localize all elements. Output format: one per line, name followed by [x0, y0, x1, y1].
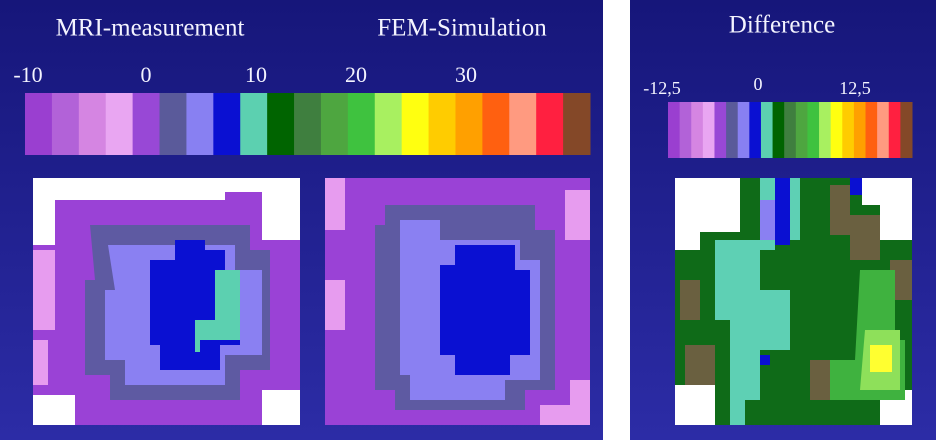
colorbar [668, 102, 913, 158]
colorbar-swatch [714, 102, 726, 158]
scale-label: -10 [13, 62, 42, 87]
colorbar-swatch [509, 93, 536, 155]
colorbar-swatch [691, 102, 703, 158]
colorbar-swatch [563, 93, 590, 155]
colorbar-swatch [375, 93, 402, 155]
colorbar-swatch [402, 93, 429, 155]
colorbar-swatch [348, 93, 375, 155]
colorbar-swatch [294, 93, 321, 155]
colorbar-swatch [749, 102, 761, 158]
scale-label: 30 [455, 62, 477, 87]
colorbar-swatch [854, 102, 866, 158]
colorbar-swatch [807, 102, 819, 158]
colorbar-swatch [900, 102, 912, 158]
scale-label: 12,5 [839, 78, 871, 98]
colorbar-swatch [52, 93, 79, 155]
colorbar-swatch [726, 102, 738, 158]
colorbar-swatch [784, 102, 796, 158]
colorbar-swatch [429, 93, 456, 155]
colorbar-swatch [831, 102, 843, 158]
figure: MRI-measurement FEM-Simulation -10 0 10 … [0, 0, 936, 440]
colorbar-swatch [819, 102, 831, 158]
colorbar [25, 93, 591, 155]
colorbar-swatch [186, 93, 213, 155]
fem-title: FEM-Simulation [377, 15, 547, 42]
difference-map [675, 178, 912, 425]
colorbar-swatch [877, 102, 889, 158]
colorbar-swatch [761, 102, 773, 158]
colorbar-swatch [796, 102, 808, 158]
colorbar-swatch [842, 102, 854, 158]
scale-label: -12,5 [643, 78, 681, 98]
fem-map [325, 178, 590, 425]
scale-label: 0 [754, 74, 763, 94]
colorbar-swatch [482, 93, 509, 155]
colorbar-swatch [321, 93, 348, 155]
colorbar-swatch [703, 102, 715, 158]
colorbar-swatch [866, 102, 878, 158]
colorbar-swatch [79, 93, 106, 155]
colorbar-swatch [160, 93, 187, 155]
colorbar-swatch [455, 93, 482, 155]
colorbar-swatch [133, 93, 160, 155]
scale-label: 10 [245, 62, 267, 87]
colorbar-swatch [773, 102, 785, 158]
colorbar-swatch [738, 102, 750, 158]
colorbar-swatch [668, 102, 680, 158]
colorbar-swatch [889, 102, 901, 158]
colorbar-swatch [536, 93, 563, 155]
colorbar-swatch [680, 102, 692, 158]
difference-title: Difference [729, 12, 835, 39]
mri-title: MRI-measurement [56, 15, 245, 42]
mri-map [33, 178, 300, 425]
colorbar-swatch [25, 93, 52, 155]
colorbar-swatch [106, 93, 133, 155]
colorbar-swatch [213, 93, 240, 155]
scale-label: 20 [345, 62, 367, 87]
colorbar-swatch [267, 93, 294, 155]
colorbar-swatch [240, 93, 267, 155]
scale-label: 0 [141, 62, 152, 87]
